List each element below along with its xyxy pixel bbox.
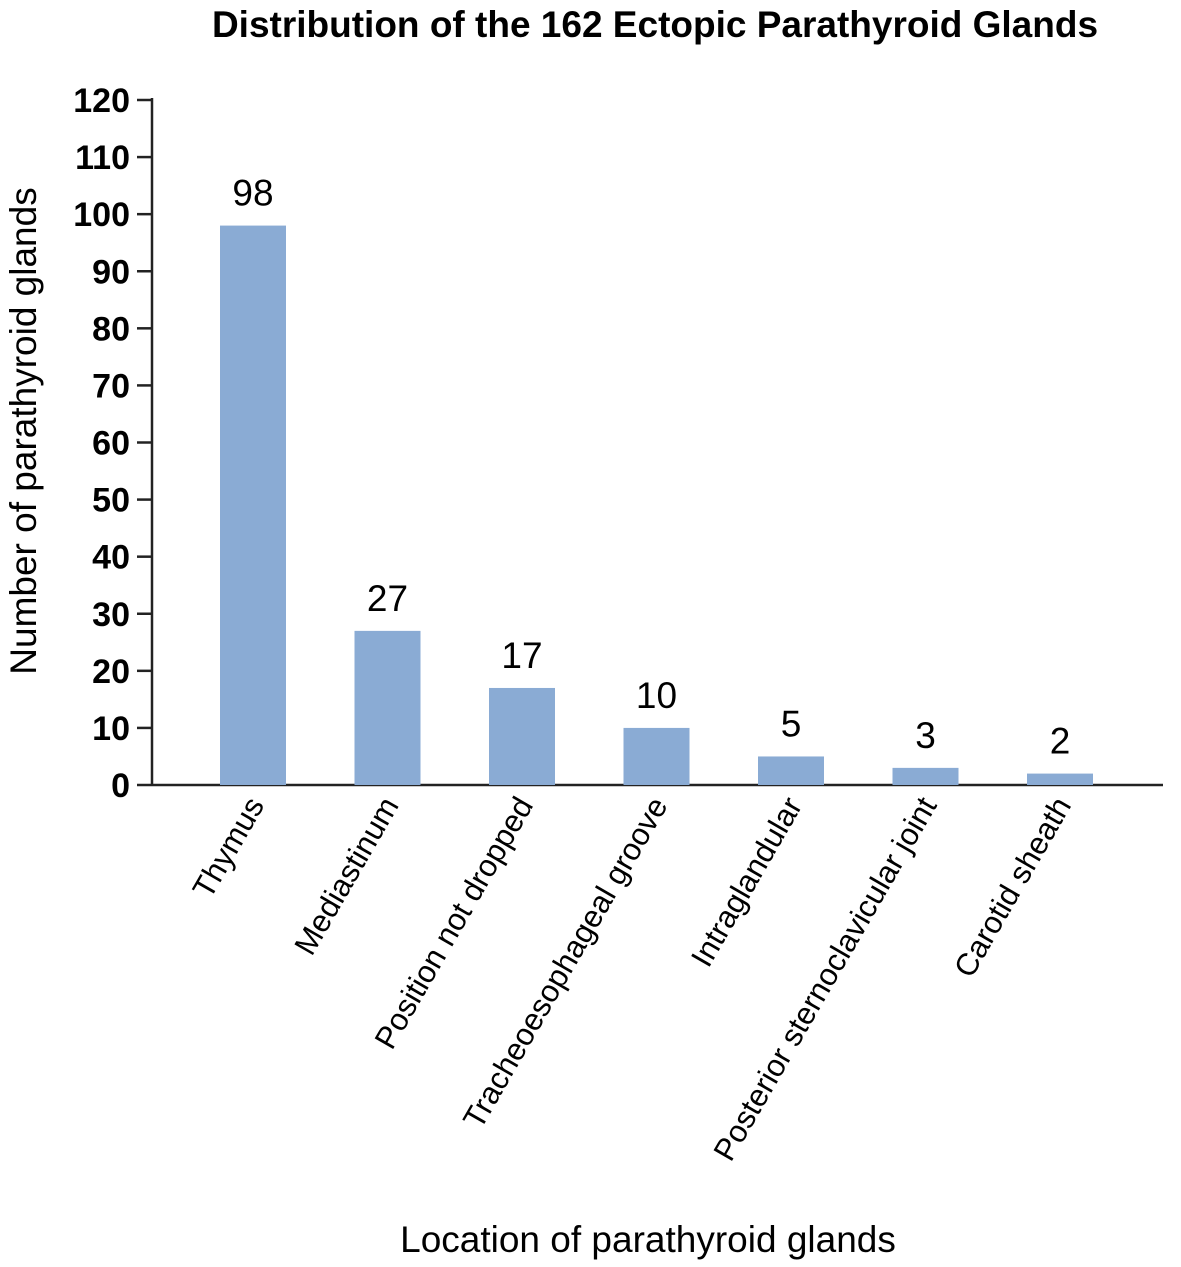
data-label: 3 [915, 715, 936, 756]
data-label: 27 [367, 578, 408, 619]
y-tick-label: 40 [92, 539, 130, 577]
x-tick-label: Posterior sternoclavicular joint [706, 791, 943, 1167]
data-label: 17 [501, 635, 542, 676]
bar [758, 756, 824, 785]
y-tick-label: 50 [92, 482, 130, 520]
y-tick-label: 100 [73, 196, 130, 234]
y-tick-label: 60 [92, 425, 130, 463]
x-tick-label: Carotid sheath [947, 791, 1078, 983]
chart-title: Distribution of the 162 Ectopic Parathyr… [212, 4, 1098, 45]
y-tick-label: 90 [92, 253, 130, 291]
y-tick-label: 80 [92, 310, 130, 348]
data-label: 98 [232, 173, 273, 214]
bar [220, 225, 286, 786]
bar [1027, 773, 1093, 785]
x-tick-label: Thymus [186, 791, 271, 904]
data-label: 10 [636, 675, 677, 716]
plot-area: 0 10 20 30 40 50 60 70 80 90 100 110 120 98 Thymus 27 Me… [73, 82, 1163, 1167]
y-tick-label: 20 [92, 653, 130, 691]
bar [489, 687, 555, 785]
y-tick-label: 70 [92, 367, 130, 405]
bar [892, 767, 959, 785]
y-tick-label: 120 [73, 82, 130, 120]
y-axis-label: Number of parathyroid glands [3, 187, 44, 674]
x-axis-label: Location of parathyroid glands [400, 1219, 896, 1260]
y-tick-label: 110 [75, 139, 130, 177]
y-tick-label: 0 [111, 767, 130, 805]
y-tick-label: 10 [92, 710, 130, 748]
data-label: 5 [781, 703, 802, 744]
x-tick-label: Mediastinum [287, 791, 405, 961]
x-tick-label: Intraglandular [684, 791, 809, 973]
data-label: 2 [1050, 721, 1071, 762]
bar [354, 630, 421, 785]
bar [623, 727, 690, 785]
y-tick-label: 30 [92, 596, 130, 634]
